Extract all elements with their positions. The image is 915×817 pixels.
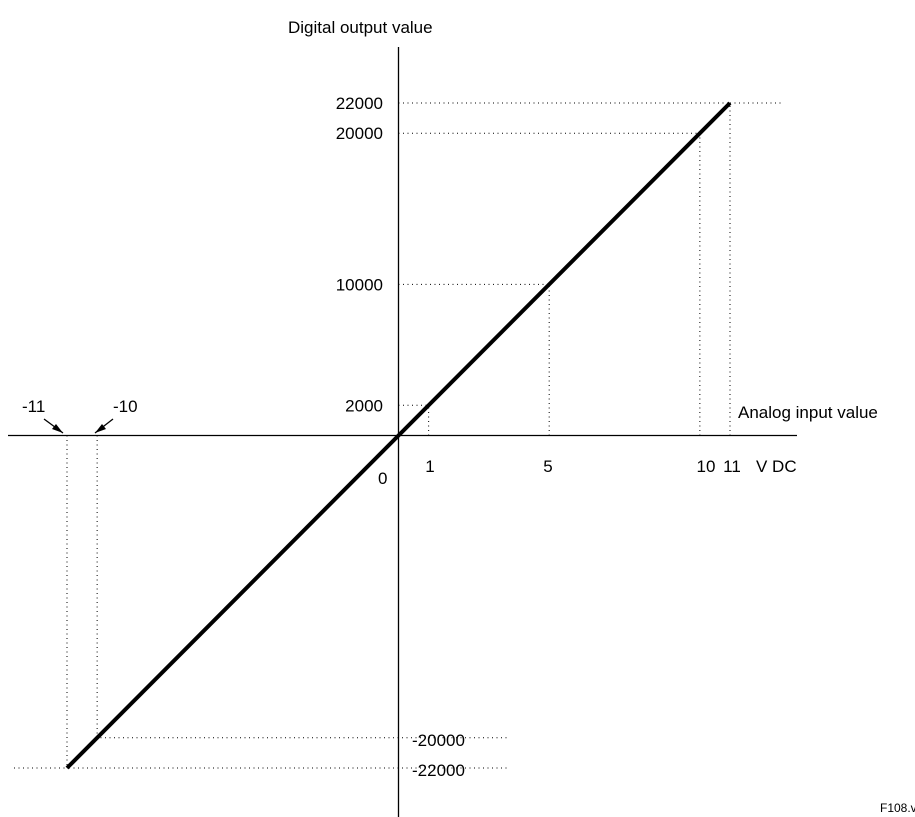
series-layer <box>65 101 732 770</box>
x-tick-label: -10 <box>113 397 138 416</box>
y-tick-label: -22000 <box>412 761 465 780</box>
tick-arrows <box>43 418 114 434</box>
tick-labels: -11 -10 1 5 10 11 22000 20000 10000 2000 -20000 -22… <box>22 94 741 780</box>
y-tick-label: 10000 <box>336 275 383 294</box>
x-unit-label: V DC <box>756 457 797 476</box>
y-tick-label: 20000 <box>336 124 383 143</box>
x-tick-label: 10 <box>697 457 716 476</box>
series-line-0 <box>65 101 732 770</box>
y-tick-label: 22000 <box>336 94 383 113</box>
x-axis-label: Analog input value <box>738 403 878 422</box>
x-tick-label: 5 <box>543 457 552 476</box>
x-tick-label: 1 <box>425 457 434 476</box>
arrow-neg11 <box>43 418 64 434</box>
origin-label: 0 <box>378 469 387 488</box>
arrow-neg10 <box>94 418 114 434</box>
figure-code: F108.v <box>880 801 915 815</box>
y-tick-label: 2000 <box>345 396 383 415</box>
x-tick-label: 11 <box>723 457 741 476</box>
x-tick-label: -11 <box>22 397 45 416</box>
y-tick-label: -20000 <box>412 731 465 750</box>
guide-lines <box>14 102 782 769</box>
y-axis-label: Digital output value <box>288 18 433 37</box>
